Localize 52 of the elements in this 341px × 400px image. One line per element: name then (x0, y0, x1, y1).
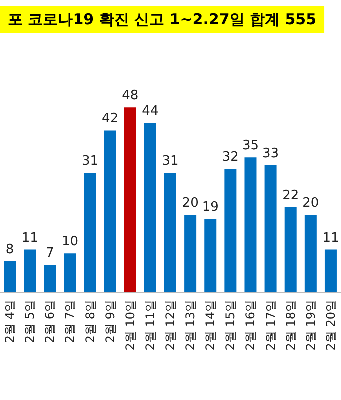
data-label: 20 (182, 196, 199, 212)
x-tick-label: 2월 19일 (304, 300, 318, 351)
x-tick-label: 2월 9일 (103, 300, 118, 344)
x-tick-label: 2월 8일 (83, 300, 98, 344)
x-tick-label: 2월 11일 (143, 300, 158, 351)
data-label: 19 (202, 200, 219, 216)
bar (64, 254, 76, 292)
bar (24, 250, 36, 292)
x-tick-label: 2월 13일 (184, 300, 198, 351)
data-label: 33 (262, 146, 280, 162)
data-label: 48 (122, 88, 139, 104)
x-tick-label: 2월 16일 (244, 300, 258, 351)
bar (324, 250, 337, 292)
bar (204, 219, 217, 292)
data-label: 7 (46, 246, 54, 262)
x-tick-label: 2월 6일 (43, 300, 58, 344)
data-label: 10 (62, 234, 78, 250)
bar (304, 215, 317, 292)
bar (264, 165, 277, 292)
x-tick-label: 2월 17일 (264, 300, 278, 351)
bar (244, 158, 257, 292)
bar (84, 172, 96, 292)
data-label: 22 (282, 188, 300, 204)
data-label: 42 (102, 112, 119, 127)
x-tick-label: 2월 15일 (224, 300, 238, 351)
x-tick-label: 2월 7일 (63, 300, 78, 344)
bar (284, 208, 297, 292)
chart-title: 포 코로나19 확진 신고 1~2.27일 합계 555 (8, 10, 317, 28)
bar (164, 172, 176, 292)
bar (184, 215, 197, 292)
x-tick-label: 2월 5일 (23, 300, 38, 344)
x-tick-label: 2월 14일 (204, 300, 218, 351)
data-label: 44 (142, 104, 159, 120)
bar (124, 108, 136, 292)
data-label: 8 (6, 242, 14, 258)
data-label: 31 (162, 154, 179, 169)
bar (104, 130, 116, 292)
x-tick-label: 2월 4일 (3, 300, 18, 344)
bar (44, 265, 56, 292)
data-label: 11 (22, 230, 38, 246)
x-tick-label: 2월 20일 (324, 300, 338, 351)
data-label: 20 (302, 196, 320, 212)
bar (224, 169, 237, 292)
x-tick-label: 2월 18일 (284, 300, 298, 351)
bar (4, 261, 16, 292)
x-tick-label: 2월 12일 (164, 300, 178, 351)
data-label: 32 (222, 150, 239, 166)
bar (144, 123, 156, 292)
data-label: 35 (242, 138, 260, 154)
data-label: 31 (82, 154, 99, 169)
data-label: 11 (322, 230, 340, 246)
x-tick-label: 2월 10일 (123, 300, 138, 351)
